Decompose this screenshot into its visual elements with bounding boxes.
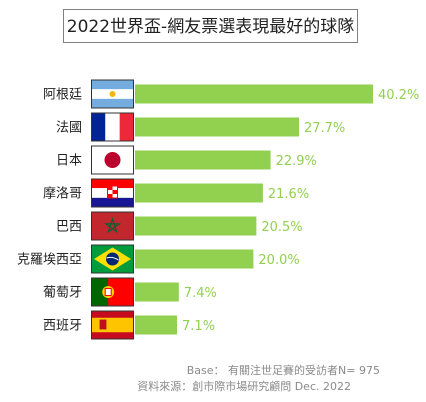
france-flag bbox=[91, 112, 134, 142]
category-label: 日本 bbox=[56, 154, 82, 169]
value-label: 40.2% bbox=[378, 88, 419, 103]
argentina-flag bbox=[91, 79, 134, 109]
category-label: 西班牙 bbox=[43, 319, 82, 334]
bar bbox=[135, 216, 257, 236]
footer-source: 資料來源：創市際市場研究顧問 Dec. 2022 bbox=[137, 379, 351, 393]
category-label: 阿根廷 bbox=[43, 88, 82, 103]
spain-flag bbox=[91, 310, 134, 340]
bar bbox=[135, 84, 373, 104]
chart-title: 2022世界盃-網友票選表現最好的球隊 bbox=[67, 17, 354, 37]
portugal-flag bbox=[91, 277, 134, 307]
category-label: 法國 bbox=[56, 121, 82, 136]
category-label: 克羅埃西亞 bbox=[17, 253, 82, 268]
japan-flag bbox=[91, 145, 134, 175]
value-label: 27.7% bbox=[304, 121, 345, 136]
brazil-flag bbox=[91, 244, 134, 274]
footer-base: Base： 有關注世足賽的受訪者N= 975 bbox=[187, 363, 380, 377]
bar-row: 葡萄牙 7.4% bbox=[43, 277, 217, 307]
category-label: 巴西 bbox=[56, 220, 82, 235]
value-label: 20.0% bbox=[258, 253, 299, 268]
bar-row: 西班牙 7.1% bbox=[43, 310, 215, 340]
bar bbox=[135, 249, 254, 269]
bar-row: 日本 22.9% bbox=[56, 145, 317, 175]
bar-row: 摩洛哥 21.6% bbox=[43, 178, 309, 208]
chart-rows: 阿根廷 40.2% 法國 27.7% 日本 22.9% 摩洛哥 21.6% 巴西 20.5% 克羅埃… bbox=[17, 79, 419, 340]
chart-title-group: 2022世界盃-網友票選表現最好的球隊 bbox=[63, 9, 358, 43]
morocco-flag bbox=[91, 211, 134, 241]
category-label: 葡萄牙 bbox=[43, 286, 82, 301]
bar bbox=[135, 282, 179, 302]
bar bbox=[135, 150, 271, 170]
bar-row: 克羅埃西亞 20.0% bbox=[17, 244, 300, 274]
value-label: 7.1% bbox=[182, 319, 215, 334]
chart-title-box bbox=[63, 9, 358, 43]
bar bbox=[135, 183, 263, 203]
bar bbox=[135, 117, 299, 137]
category-label: 摩洛哥 bbox=[43, 186, 82, 202]
value-label: 20.5% bbox=[261, 220, 302, 235]
bar-row: 法國 27.7% bbox=[56, 112, 345, 142]
value-label: 7.4% bbox=[184, 286, 217, 301]
bar-row: 阿根廷 40.2% bbox=[43, 79, 419, 109]
bar-row: 巴西 20.5% bbox=[56, 211, 303, 241]
bar bbox=[135, 315, 178, 335]
value-label: 22.9% bbox=[276, 154, 317, 169]
croatia-flag bbox=[91, 178, 134, 208]
value-label: 21.6% bbox=[268, 187, 309, 202]
